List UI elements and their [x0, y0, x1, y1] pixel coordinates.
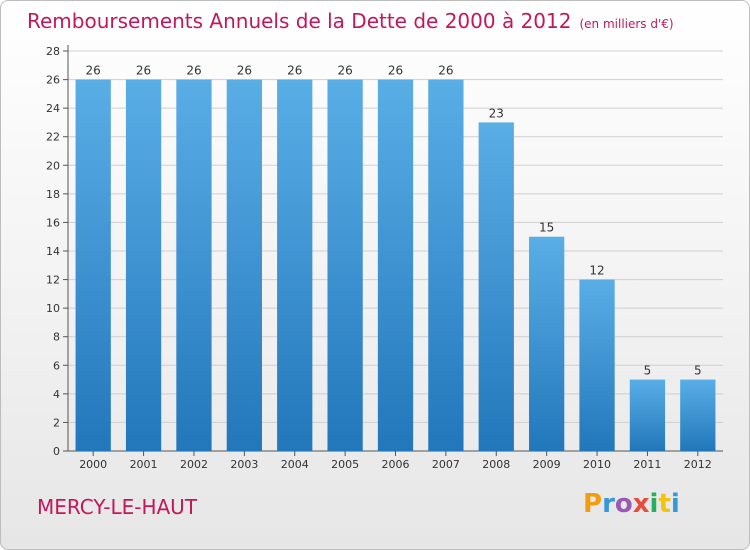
bar [176, 79, 212, 452]
bar [377, 79, 414, 452]
chart-subtitle: (en milliers d'€) [579, 17, 674, 31]
bar [277, 79, 313, 452]
data-label: 23 [489, 106, 504, 120]
logo-letter: i [670, 489, 680, 519]
logo-letter: t [658, 489, 671, 519]
x-tick-label: 2004 [281, 458, 309, 471]
logo-letter: x [632, 489, 650, 519]
y-tick-label: 26 [46, 74, 60, 87]
data-label: 5 [644, 364, 652, 378]
bar [226, 79, 262, 452]
y-tick-label: 0 [53, 445, 60, 458]
data-label: 26 [438, 64, 453, 78]
bar [529, 236, 565, 451]
y-tick-label: 22 [46, 131, 60, 144]
y-tick-label: 16 [46, 216, 60, 229]
data-label: 5 [694, 364, 702, 378]
chart-title: Remboursements Annuels de la Dette de 20… [27, 9, 674, 33]
x-tick-label: 2006 [382, 458, 410, 471]
data-label: 15 [539, 221, 554, 235]
bar [680, 379, 716, 451]
bar [125, 79, 162, 452]
data-label: 12 [589, 264, 604, 278]
y-tick-label: 12 [46, 274, 60, 287]
chart-title-text: Remboursements Annuels de la Dette de 20… [27, 9, 572, 33]
y-tick-label: 28 [46, 45, 60, 58]
x-tick-label: 2008 [482, 458, 510, 471]
x-tick-label: 2012 [684, 458, 712, 471]
y-tick-label: 6 [53, 359, 60, 372]
x-tick-label: 2002 [180, 458, 208, 471]
data-label: 26 [337, 64, 352, 78]
logo-letter: P [583, 489, 603, 519]
y-tick-label: 4 [53, 388, 60, 401]
data-label: 26 [136, 64, 151, 78]
x-tick-label: 2003 [230, 458, 258, 471]
x-tick-label: 2001 [130, 458, 158, 471]
x-tick-label: 2010 [583, 458, 611, 471]
data-label: 26 [287, 64, 302, 78]
logo-letter: o [614, 489, 633, 519]
labels: 0246810121416182022242628262000262001262… [46, 45, 712, 471]
data-label: 26 [388, 64, 403, 78]
logo-letter: i [649, 489, 659, 519]
x-tick-label: 2009 [533, 458, 561, 471]
bar [579, 279, 615, 451]
bar [478, 122, 514, 451]
bar [327, 79, 363, 452]
y-tick-label: 8 [53, 331, 60, 344]
proxiti-logo: Proxiti [583, 489, 680, 519]
x-tick-label: 2000 [79, 458, 107, 471]
bars [75, 79, 716, 452]
x-tick-label: 2005 [331, 458, 359, 471]
y-tick-label: 18 [46, 188, 60, 201]
data-label: 26 [86, 64, 101, 78]
x-tick-label: 2007 [432, 458, 460, 471]
logo-letter: r [602, 489, 615, 519]
y-tick-label: 2 [53, 416, 60, 429]
y-tick-label: 24 [46, 102, 60, 115]
y-tick-label: 20 [46, 159, 60, 172]
bar [428, 79, 464, 452]
commune-name: MERCY-LE-HAUT [37, 495, 198, 519]
y-tick-label: 14 [46, 245, 60, 258]
bar [629, 379, 666, 451]
x-tick-label: 2011 [633, 458, 661, 471]
data-label: 26 [237, 64, 252, 78]
bar [75, 79, 111, 452]
data-label: 26 [186, 64, 201, 78]
y-tick-label: 10 [46, 302, 60, 315]
